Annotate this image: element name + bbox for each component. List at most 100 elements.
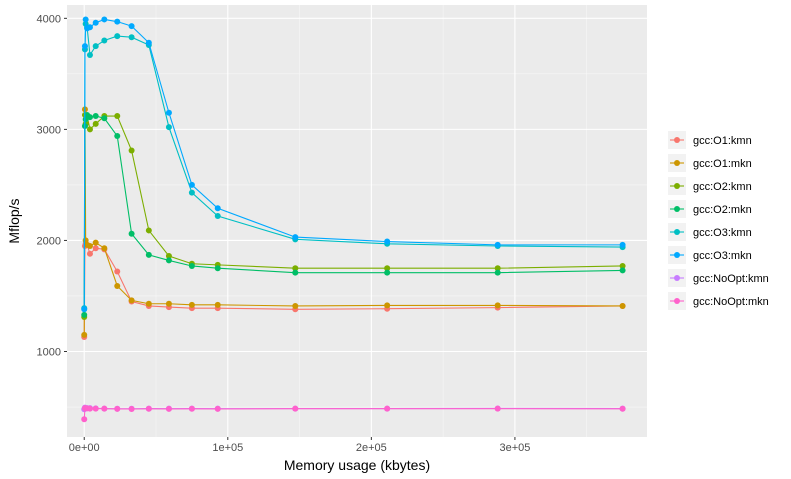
data-point [165,252,172,259]
data-point [101,405,108,412]
data-point [292,265,299,272]
data-point [101,245,108,252]
data-point [188,181,195,188]
data-point [188,262,195,269]
data-point [494,302,501,309]
data-point [92,43,99,50]
data-point [114,268,121,275]
data-point [619,241,626,248]
data-point [81,43,88,50]
data-point [145,251,152,258]
data-point [114,282,121,289]
series-gcc-noopt-mkn [81,405,626,423]
data-point [81,416,88,423]
data-point [92,113,99,120]
data-point [92,245,99,252]
data-point [128,23,135,30]
data-point [214,265,221,272]
data-point [188,189,195,196]
data-point [92,120,99,127]
data-point [494,241,501,248]
data-point [86,126,93,133]
y-tick-label: 2000 [37,235,61,247]
data-point [384,269,391,276]
data-point [494,269,501,276]
x-tick-label: 2e+05 [356,442,387,454]
data-point [619,302,626,309]
data-point [86,405,93,412]
legend-key-point [674,160,680,166]
y-tick-label: 1000 [37,346,61,358]
data-point [384,238,391,245]
legend-key-point [674,137,680,143]
data-point [214,405,221,412]
data-point [81,311,88,318]
minor-gridlines [67,5,647,437]
legend-label: gcc:O1:kmn [693,135,752,147]
legend-label: gcc:O3:mkn [693,250,752,262]
data-point [101,16,108,23]
data-point [214,205,221,212]
data-point [619,262,626,269]
data-point [114,133,121,140]
data-point [494,265,501,272]
legend-item-gcc-o3-kmn: gcc:O3:kmn [668,223,752,241]
data-point [101,115,108,122]
x-axis: 0e+00 1e+05 2e+05 3e+05 [69,437,530,454]
data-point [114,18,121,25]
data-point [384,405,391,412]
legend-item-gcc-noopt-kmn: gcc:NoOpt:kmn [668,269,769,287]
data-point [86,24,93,31]
data-point [86,114,93,121]
series-layer [81,16,626,423]
data-point [86,242,93,249]
data-point [114,33,121,40]
legend-label: gcc:O1:mkn [693,158,752,170]
data-point [81,331,88,338]
data-point [81,306,88,313]
data-point [165,124,172,131]
data-point [82,16,89,23]
data-point [114,405,121,412]
legend-label: gcc:O3:kmn [693,227,752,239]
data-point [188,405,195,412]
data-point [165,300,172,307]
data-point [165,257,172,264]
y-axis: 1000 2000 3000 4000 [37,13,67,358]
data-point [128,147,135,154]
data-point [128,406,135,413]
legend-key-point [674,298,680,304]
data-point [292,269,299,276]
data-point [384,265,391,272]
legend-key-point [674,252,680,258]
data-point [145,300,152,307]
data-point [214,213,221,219]
data-point [86,250,93,257]
legend-key-point [674,275,680,281]
x-tick-label: 3e+05 [499,442,530,454]
legend-item-gcc-o3-mkn: gcc:O3:mkn [668,246,752,264]
legend-label: gcc:O2:mkn [693,204,752,216]
data-point [292,234,299,241]
legend-key-point [674,183,680,189]
data-point [92,239,99,246]
data-point [145,39,152,46]
data-point [165,405,172,412]
series-gcc-o3-mkn [81,16,626,313]
series-gcc-o1-mkn [81,106,626,338]
data-point [619,267,626,274]
legend-item-gcc-o2-mkn: gcc:O2:mkn [668,200,752,218]
data-point [292,405,299,412]
y-tick-label: 4000 [37,13,61,25]
data-point [292,302,299,309]
data-point [145,227,152,234]
data-point [92,19,99,26]
series-gcc-o2-mkn [81,111,626,318]
legend: gcc:O1:kmn gcc:O1:mkn gcc:O2:kmn gcc:O2:mkn… [668,131,769,310]
data-point [128,230,135,237]
data-point [145,405,152,412]
legend-label: gcc:NoOpt:mkn [693,296,769,308]
data-point [86,51,93,58]
data-point [114,113,121,120]
